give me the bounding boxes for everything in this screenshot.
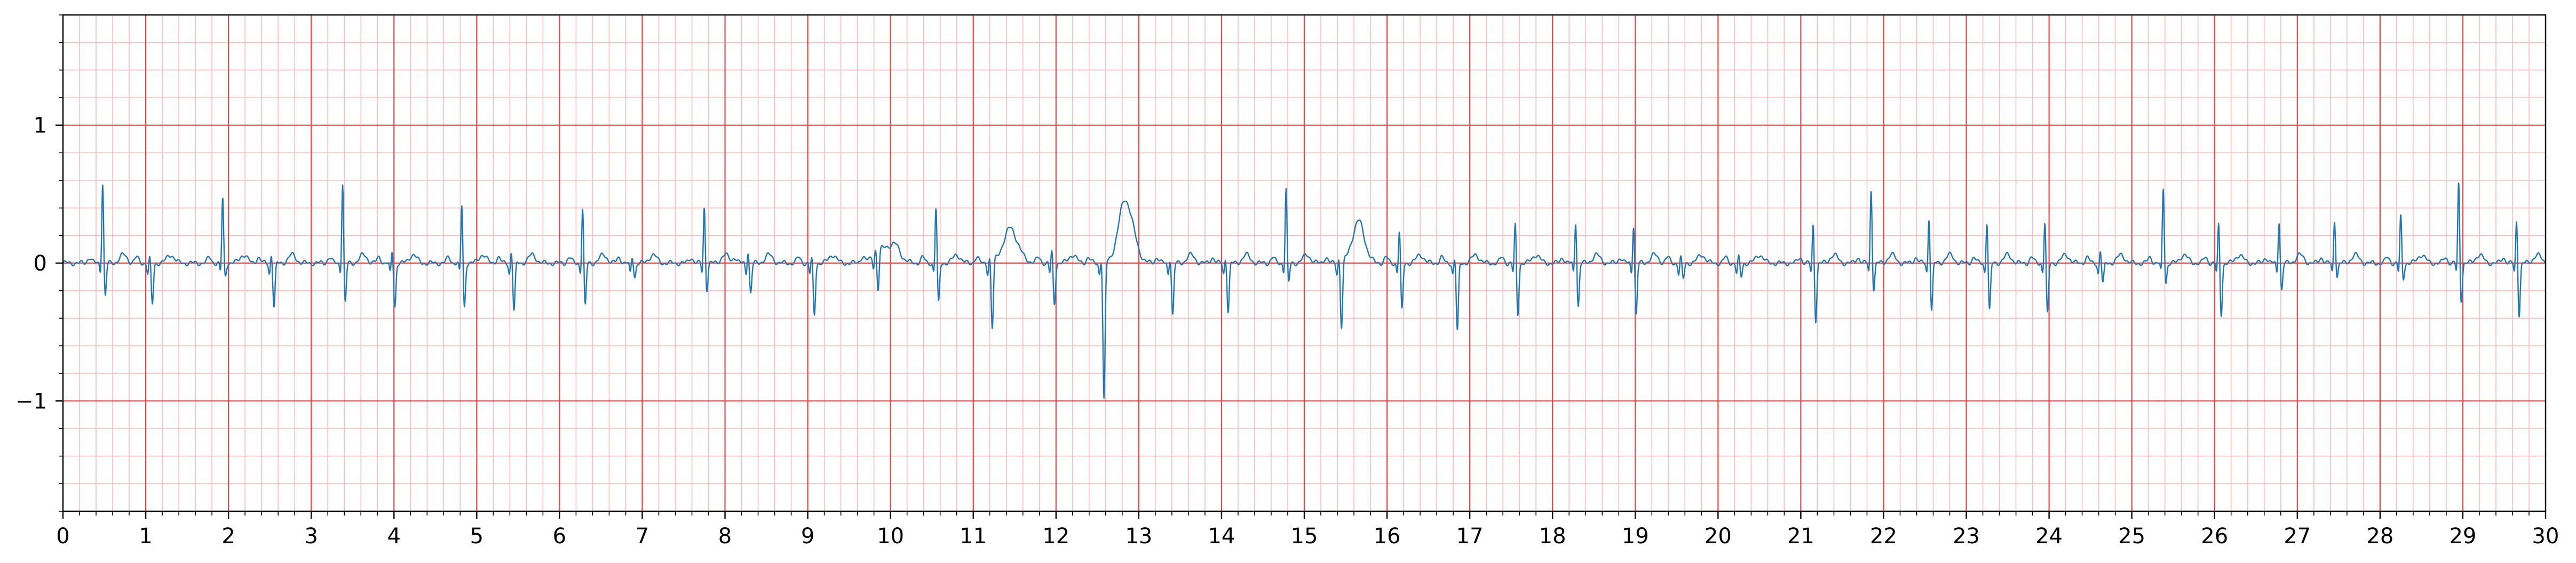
- x-tick-label: 27: [2284, 524, 2311, 549]
- x-tick-label: 9: [801, 524, 814, 549]
- x-tick-label: 12: [1042, 524, 1069, 549]
- x-tick-label: 22: [1870, 524, 1897, 549]
- x-tick-label: 14: [1208, 524, 1235, 549]
- x-tick-label: 19: [1622, 524, 1649, 549]
- x-tick-label: 6: [553, 524, 566, 549]
- x-tick-label: 8: [718, 524, 732, 549]
- x-tick-label: 21: [1787, 524, 1814, 549]
- x-tick-label: 25: [2118, 524, 2145, 549]
- x-tick-label: 7: [636, 524, 649, 549]
- x-tick-label: 13: [1125, 524, 1152, 549]
- x-tick-label: 28: [2366, 524, 2393, 549]
- x-tick-label: 11: [960, 524, 987, 549]
- x-tick-label: 2: [221, 524, 235, 549]
- x-tick-label: 10: [877, 524, 904, 549]
- x-tick-label: 20: [1705, 524, 1732, 549]
- x-tick-label: 18: [1539, 524, 1566, 549]
- trace-layer: [62, 182, 2547, 399]
- x-tick-label: 29: [2449, 524, 2476, 549]
- y-tick-label: 1: [34, 114, 47, 138]
- ecg-series-line: [62, 182, 2547, 399]
- x-tick-label: 17: [1456, 524, 1484, 549]
- x-tick-label: 5: [470, 524, 484, 549]
- y-axis: −1 0 1: [15, 14, 63, 512]
- x-tick-label: 16: [1374, 524, 1401, 549]
- x-tick-label: 3: [304, 524, 318, 549]
- x-tick-label: 26: [2201, 524, 2228, 549]
- x-tick-label: 15: [1291, 524, 1318, 549]
- x-tick-label: 24: [2035, 524, 2063, 549]
- x-tick-label: 30: [2532, 524, 2559, 549]
- x-tick-label: 4: [387, 524, 401, 549]
- y-tick-label: −1: [15, 389, 47, 414]
- x-tick-label: 1: [139, 524, 152, 549]
- x-tick-label: 0: [56, 524, 69, 549]
- y-tick-label: 0: [34, 251, 47, 276]
- x-axis: 0 1 2 3 4 5 6 7 8 9 10 11 12 13 14 15 16 17 18 19 20 21 22 23 24…: [56, 511, 2559, 549]
- x-tick-label: 23: [1953, 524, 1980, 549]
